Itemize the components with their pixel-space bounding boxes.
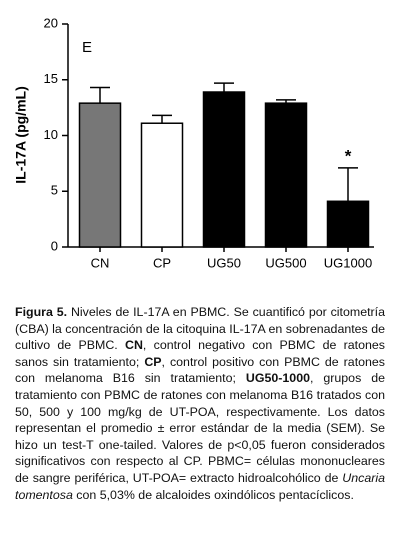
caption: Figura 5. Niveles de IL-17A en PBMC. Se … <box>15 304 385 503</box>
y-tick-label: 5 <box>51 183 58 198</box>
panel-label: E <box>82 39 92 56</box>
bar <box>202 91 246 248</box>
bar <box>140 122 184 248</box>
x-tick-label: CN <box>91 255 110 270</box>
y-tick-label: 20 <box>44 15 58 30</box>
caption-text: CN <box>125 338 143 353</box>
bar <box>78 102 122 248</box>
caption-text: Niveles de IL-17A en PBMC. Se cuantificó… <box>15 305 386 353</box>
x-tick-label: UG50 <box>207 255 241 270</box>
x-tick-label: UG500 <box>265 255 306 270</box>
significance-mark: * <box>345 146 352 165</box>
chart: IL-17A (pg/mL) E 0 5 10 15 20 CN CP UG50 UG500 UG… <box>13 15 374 270</box>
y-tick-label: 15 <box>44 71 58 86</box>
caption-text: Uncaria tomentosa <box>15 470 385 502</box>
bar <box>264 102 308 248</box>
caption-text: Figura 5. <box>15 305 68 319</box>
y-tick-label: 0 <box>51 238 58 253</box>
caption-text: , control positivo con PBMC de ratones c… <box>15 354 385 386</box>
caption-text: con 5,03% de alcaloides oxindólicos pent… <box>72 487 354 502</box>
caption-text: , control negativo con PBMC de ratones s… <box>15 338 385 369</box>
x-tick-label: CP <box>153 255 171 270</box>
x-tick-label: UG1000 <box>324 255 372 270</box>
y-axis-label: IL-17A (pg/mL) <box>13 86 29 183</box>
caption-text: , grupos de tratamiento con PBMC de rato… <box>15 371 386 485</box>
y-tick-label: 10 <box>44 127 58 142</box>
bar <box>326 200 370 248</box>
caption-text: UG50-1000 <box>245 371 310 386</box>
caption-text: CP <box>144 354 162 369</box>
